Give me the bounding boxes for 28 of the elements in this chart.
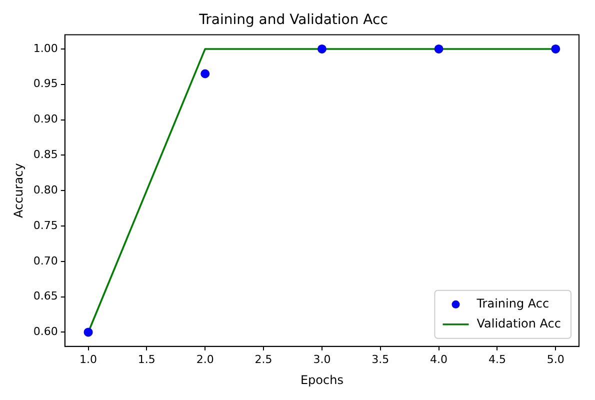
y-tick-label: 0.85: [33, 148, 58, 162]
y-tick-label: 0.80: [33, 183, 58, 196]
chart-title: Training and Validation Acc: [198, 12, 388, 28]
x-tick-label: 2.5: [254, 352, 272, 366]
point: [434, 44, 444, 54]
y-axis-title: Accuracy: [11, 163, 26, 218]
x-axis-title: Epochs: [300, 372, 344, 387]
x-tick-label: 4.0: [430, 352, 448, 366]
x-tick-label: 1.5: [138, 352, 156, 366]
x-tick-label: 4.5: [488, 352, 506, 366]
x-tick-label: 3.5: [372, 352, 390, 366]
x-tick-label: 2.0: [196, 352, 214, 366]
y-tick-label: 0.95: [33, 77, 58, 90]
point: [200, 69, 210, 78]
legend-label: Training Acc: [476, 296, 550, 311]
y-tick-label: 0.70: [33, 254, 58, 268]
y-tick-label: 0.65: [33, 290, 58, 303]
y-tick-label: 0.90: [33, 112, 58, 126]
point: [317, 44, 326, 54]
y-tick-label: 0.60: [33, 325, 58, 338]
point: [551, 44, 560, 54]
x-tick-label: 1.0: [80, 352, 98, 366]
legend-label: Validation Acc: [476, 316, 561, 331]
x-tick-label: 5.0: [546, 352, 564, 366]
point: [84, 328, 93, 337]
y-tick-label: 1.00: [33, 42, 58, 55]
y-tick-label: 0.75: [33, 218, 58, 232]
x-tick-label: 3.0: [313, 352, 331, 366]
